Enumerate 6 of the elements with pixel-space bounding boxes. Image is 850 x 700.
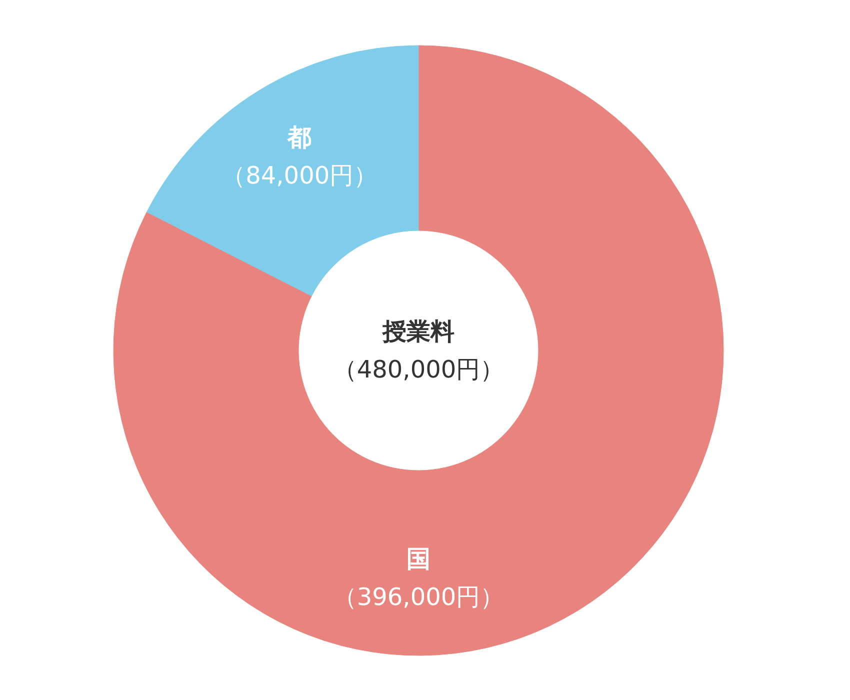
data-label: （84,000円） [222,162,378,190]
slice-label: 国 [406,545,430,573]
text: （480,000円） [332,356,504,384]
text: 授業料 [382,318,454,346]
slice-label: 都 [286,124,312,152]
data-label: （396,000円） [332,583,504,611]
